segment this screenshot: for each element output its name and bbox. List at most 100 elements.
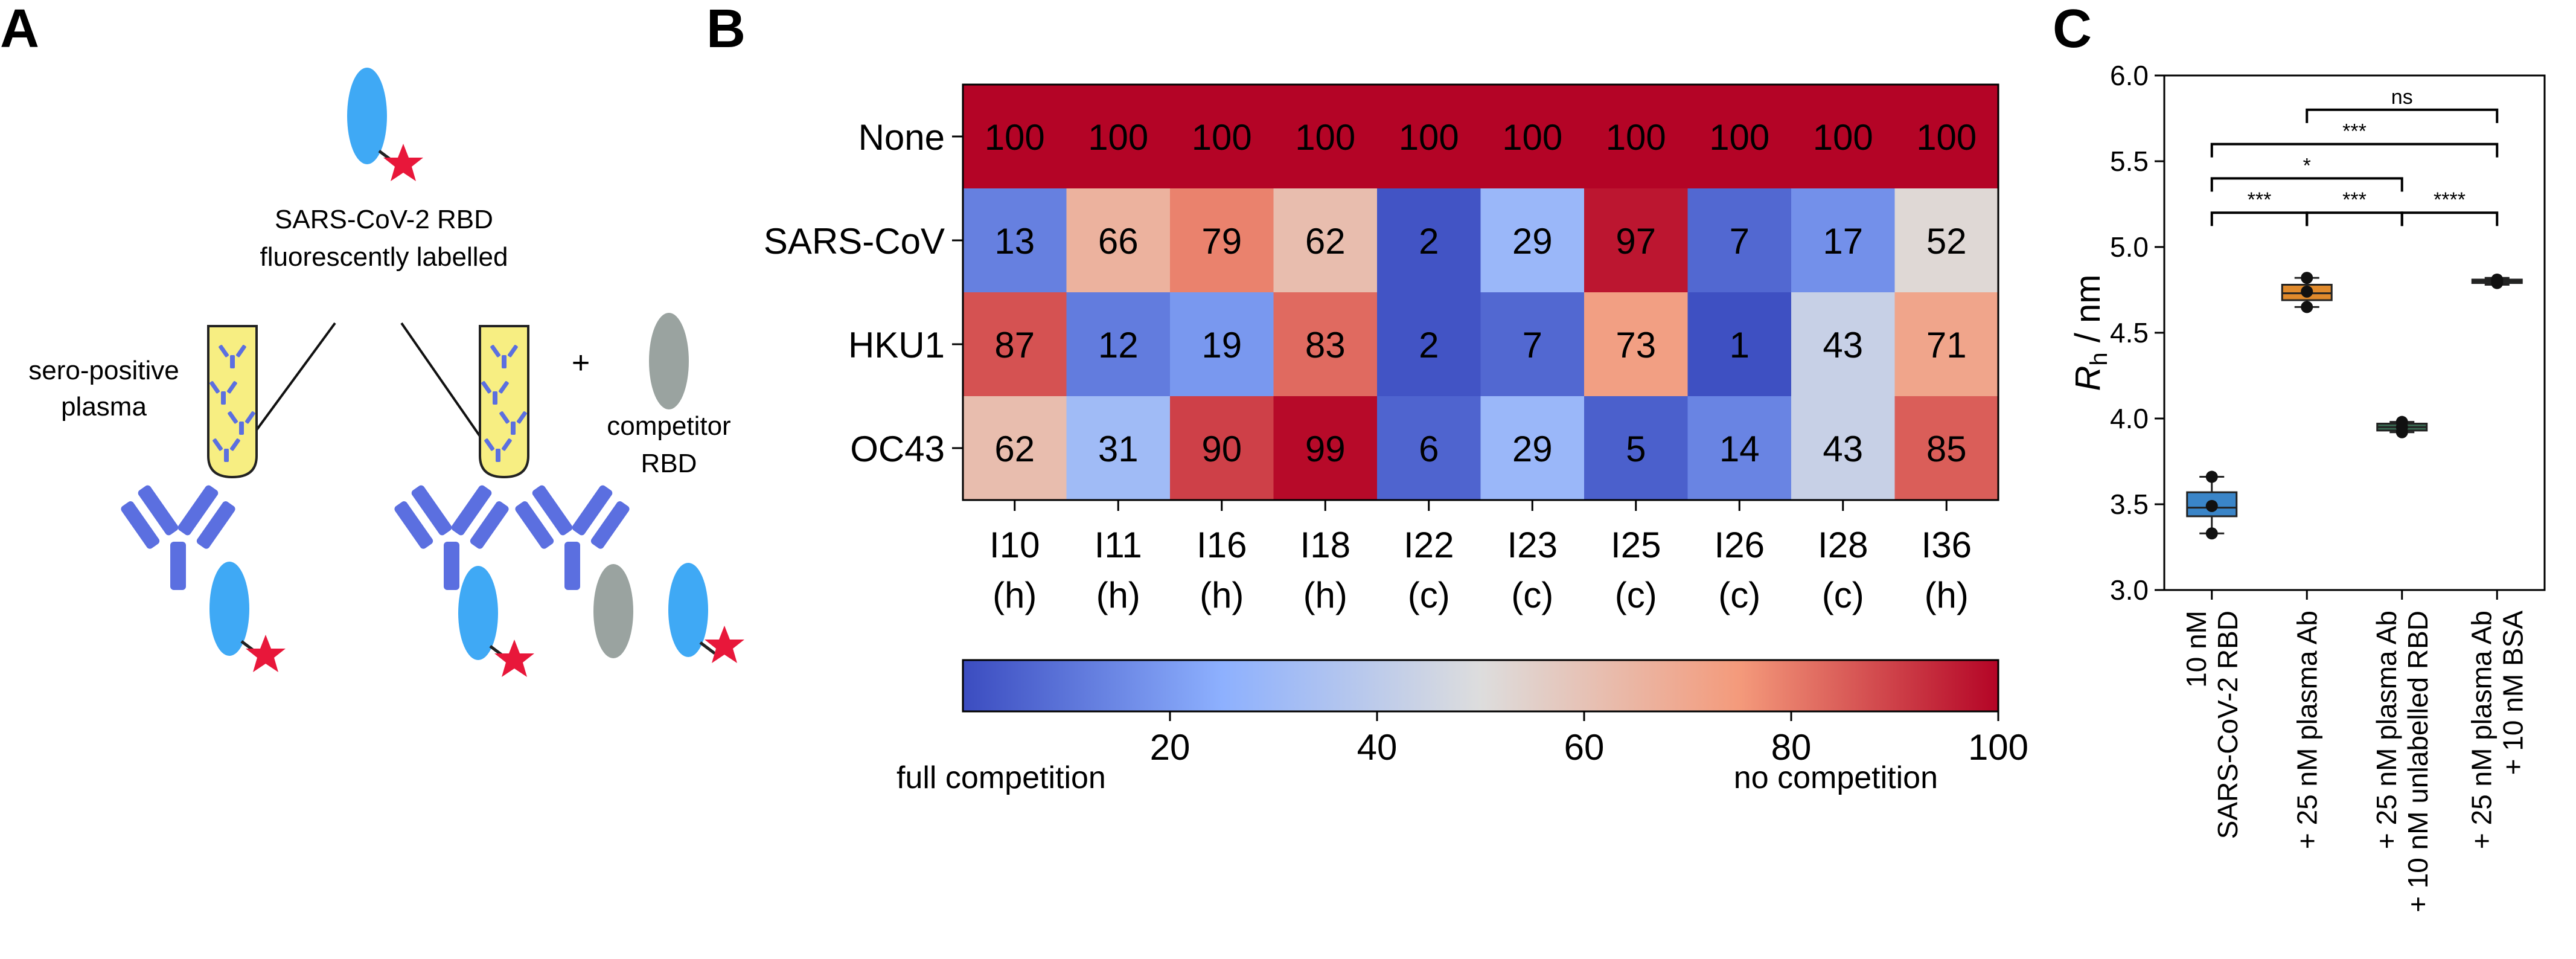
data-point <box>2205 527 2218 540</box>
data-point <box>2301 272 2313 284</box>
heatmap-cell <box>1894 292 1999 397</box>
heatmap-cell-value: 29 <box>1512 221 1553 261</box>
heatmap-cell-value: 99 <box>1305 429 1346 469</box>
y-tick-label: 4.5 <box>2110 317 2149 348</box>
data-point <box>2395 415 2408 428</box>
plasma-label-line2: plasma <box>61 392 147 422</box>
x-tick-label: + 25 nM plasma Ab <box>2371 611 2402 849</box>
heatmap-cell-value: 2 <box>1419 221 1439 261</box>
heatmap-cell <box>1066 292 1171 397</box>
heatmap-cell-value: 7 <box>1523 325 1542 365</box>
significance-bracket <box>2210 177 2403 192</box>
rbd-probe-icon <box>209 562 249 656</box>
rbd-probe-icon <box>347 68 387 164</box>
data-point <box>2301 285 2313 298</box>
data-point <box>2205 470 2218 483</box>
heatmap-cell-value: 14 <box>1719 429 1760 469</box>
heatmap-cell <box>1170 85 1274 189</box>
heatmap-cell-value: 43 <box>1823 325 1863 365</box>
heatmap-cell-value: 2 <box>1419 325 1439 365</box>
heatmap-cell-value: 100 <box>1502 117 1562 158</box>
heatmap-cell <box>1687 396 1792 501</box>
heatmap-cell <box>1480 188 1585 293</box>
heatmap-cell <box>1066 85 1171 189</box>
heatmap-cell <box>1377 85 1481 189</box>
fluorophore-star-icon <box>494 640 534 677</box>
probe-label-line1: SARS-CoV-2 RBD <box>275 205 493 234</box>
competitor-label-line1: competitor <box>607 411 730 441</box>
heatmap-cell-value: 73 <box>1616 325 1656 365</box>
heatmap-cell <box>1894 396 1999 501</box>
column-label: I23 <box>1507 525 1558 565</box>
data-point <box>2301 301 2313 313</box>
heatmap-cell-value: 100 <box>1399 117 1459 158</box>
column-tag: (c) <box>1718 575 1760 615</box>
panel-c-letter: C <box>2053 0 2092 59</box>
heatmap-cell <box>963 396 1067 501</box>
heatmap-cell-value: 12 <box>1098 325 1139 365</box>
heatmap-cell-value: 85 <box>1926 429 1967 469</box>
heatmap-cell <box>1687 85 1792 189</box>
y-tick-label: 6.0 <box>2110 60 2149 91</box>
heatmap-cell-value: 100 <box>1916 117 1977 158</box>
heatmap-cell-value: 83 <box>1305 325 1346 365</box>
competitor-label-line2: RBD <box>641 449 697 478</box>
panel-a-letter: A <box>0 0 39 59</box>
heatmap-cell <box>1170 292 1274 397</box>
heatmap-cell-value: 62 <box>1305 221 1346 261</box>
heatmap-cell-value: 6 <box>1419 429 1439 469</box>
heatmap-cell <box>1273 188 1378 293</box>
heatmap-cell-value: 1 <box>1730 325 1750 365</box>
significance-bracket <box>2400 211 2499 226</box>
heatmap-cell-value: 87 <box>994 325 1035 365</box>
heatmap-cell <box>1791 292 1895 397</box>
column-tag: (h) <box>1200 575 1244 615</box>
heatmap-cell <box>1273 292 1378 397</box>
column-tag: (h) <box>992 575 1037 615</box>
x-tick-label: + 25 nM plasma Ab <box>2291 611 2322 849</box>
colorbar: full competition no competition 20 40 60 80… <box>896 659 2028 795</box>
column-label: I28 <box>1818 525 1868 565</box>
column-tag: (h) <box>1925 575 1969 615</box>
heatmap-cell-value: 100 <box>1192 117 1252 158</box>
column-tag: (h) <box>1303 575 1347 615</box>
y-axis-unit: / nm <box>2068 274 2108 352</box>
heatmap-cell <box>1584 292 1688 397</box>
x-tick-label: + 10 nM unlabelled RBD <box>2402 611 2434 912</box>
antibody-icon <box>393 484 510 590</box>
y-tick-label: 4.0 <box>2110 403 2149 434</box>
heatmap-cell <box>1584 396 1688 501</box>
plasma-label-line1: sero-positive <box>28 356 179 385</box>
heatmap-cell-value: 62 <box>994 429 1035 469</box>
heatmap-cell-value: 97 <box>1616 221 1656 261</box>
heatmap-cell-value: 19 <box>1201 325 1242 365</box>
fluorophore-star-icon <box>705 626 744 663</box>
heatmap-cell-value: 17 <box>1823 221 1863 261</box>
heatmap-cell <box>1894 188 1999 293</box>
heatmap-cell-value: 29 <box>1512 429 1553 469</box>
plasma-tube-icon <box>479 325 529 479</box>
rbd-probe-icon <box>458 566 498 660</box>
heatmap-cell-value: 7 <box>1730 221 1750 261</box>
column-label: I10 <box>989 525 1040 565</box>
heatmap-cell-value: 43 <box>1823 429 1863 469</box>
panel-b-letter: B <box>706 0 746 59</box>
heatmap-cell-value: 66 <box>1098 221 1139 261</box>
row-label: SARS-CoV <box>764 221 945 261</box>
x-tick-label: + 10 nM BSA <box>2497 611 2528 775</box>
heatmap-cell <box>1584 188 1688 293</box>
heatmap-cell-value: 5 <box>1626 429 1646 469</box>
significance-label: * <box>2303 154 2311 177</box>
colorbar-tick-label: 40 <box>1357 727 1398 768</box>
plasma-tube-icon <box>207 325 258 479</box>
column-label: I25 <box>1611 525 1661 565</box>
fluorophore-star-icon <box>246 635 286 672</box>
heatmap-frame <box>962 83 1999 501</box>
column-label: I22 <box>1404 525 1454 565</box>
plus-sign: + <box>572 345 590 380</box>
heatmap-cell-value: 13 <box>994 221 1035 261</box>
column-tag: (c) <box>1615 575 1657 615</box>
significance-label: **** <box>2434 188 2466 211</box>
